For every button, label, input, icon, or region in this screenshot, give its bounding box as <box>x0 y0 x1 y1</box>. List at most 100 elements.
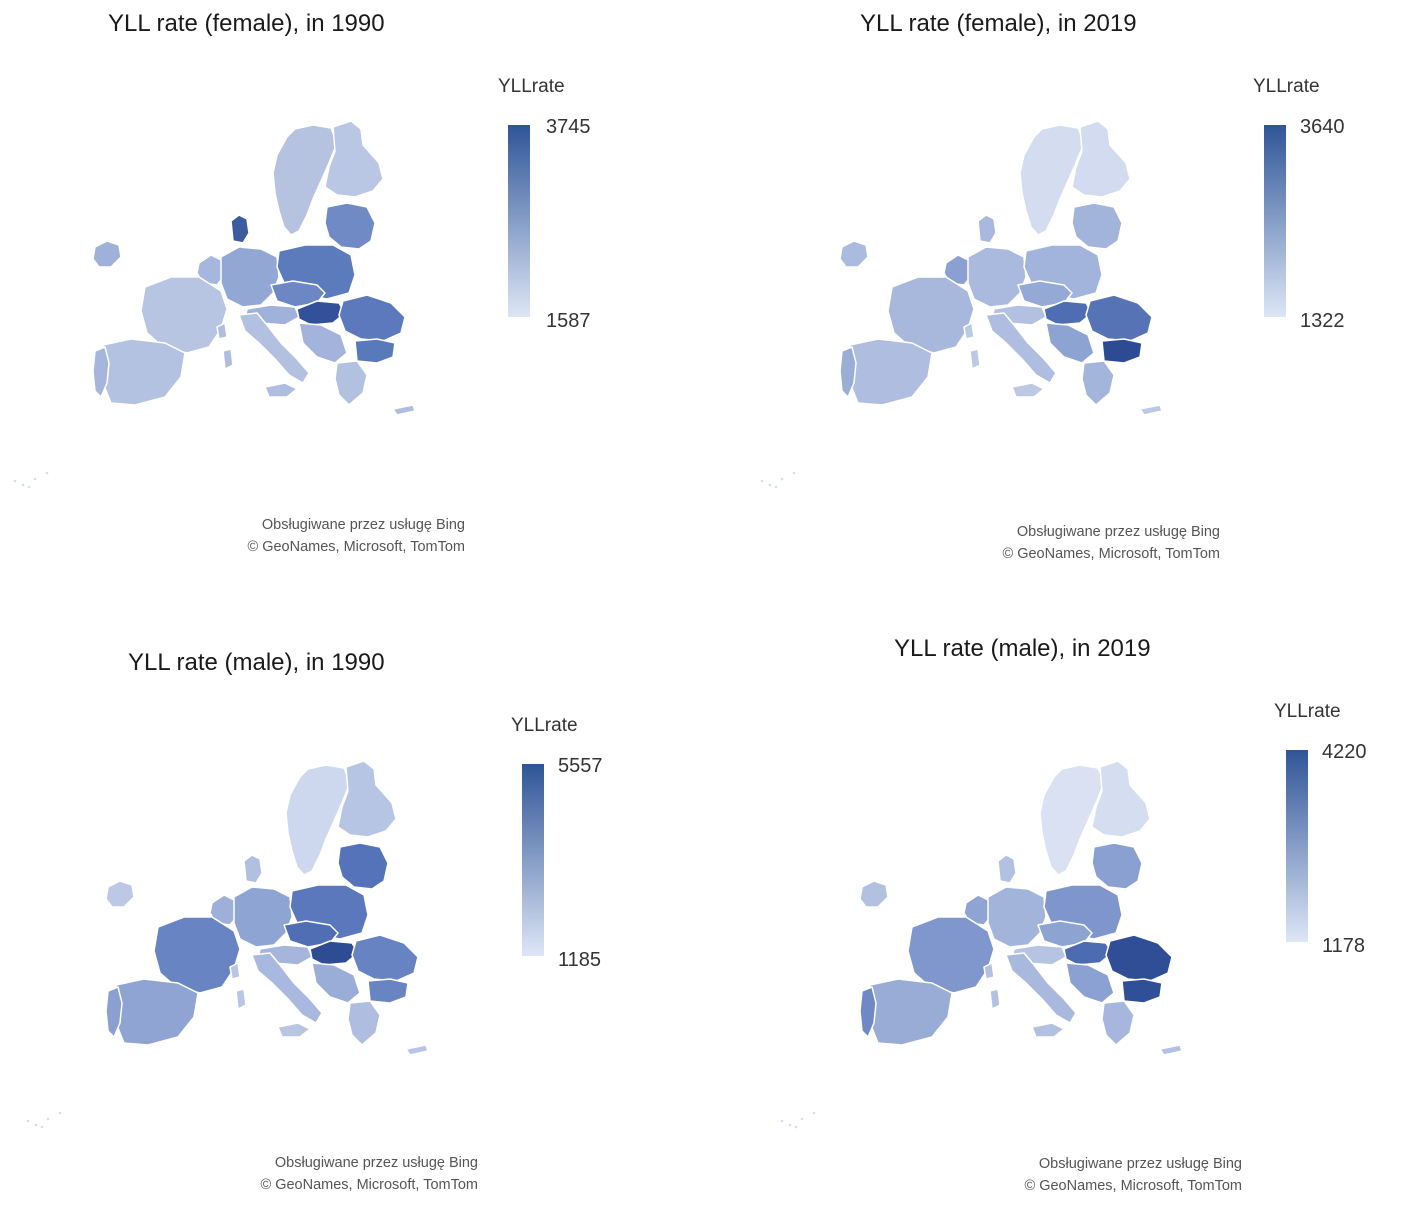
region-portugal[interactable] <box>859 986 877 1038</box>
region-balkans[interactable] <box>298 322 348 364</box>
territory-speck <box>40 1125 44 1129</box>
attribution-copyright[interactable]: © GeoNames, Microsoft, TomTom <box>1002 546 1221 562</box>
territory-speck <box>800 1117 804 1121</box>
region-ireland[interactable] <box>859 880 889 908</box>
choropleth-map[interactable] <box>0 0 702 613</box>
choropleth-map[interactable] <box>702 613 1404 1226</box>
region-north[interactable] <box>1039 764 1105 876</box>
region-ireland[interactable] <box>105 880 135 908</box>
region-balkans[interactable] <box>311 962 361 1004</box>
region-baltic[interactable] <box>1071 202 1123 250</box>
choropleth-map[interactable] <box>0 613 702 1226</box>
map-panel-female-1990: YLL rate (female), in 1990 YLLrate 3745 … <box>0 0 702 613</box>
region-finland[interactable] <box>1091 760 1151 838</box>
region-bulgaria[interactable] <box>354 338 396 364</box>
region-italy[interactable] <box>238 312 310 384</box>
map-attribution: Obsługiwane przez usługę Bing © GeoNames… <box>175 514 466 558</box>
territory-speck <box>768 483 772 487</box>
region-czech[interactable] <box>1037 920 1093 948</box>
region-greece[interactable] <box>1101 1000 1135 1046</box>
region-balkans[interactable] <box>1045 322 1095 364</box>
territory-speck <box>788 1123 792 1127</box>
region-iberia[interactable] <box>849 338 933 406</box>
region-ireland[interactable] <box>92 240 122 268</box>
region-north[interactable] <box>1019 124 1085 236</box>
region-portugal[interactable] <box>839 346 857 398</box>
region-iberia[interactable] <box>102 338 186 406</box>
map-attribution: Obsługiwane przez usługę Bing © GeoNames… <box>952 1153 1243 1197</box>
region-denmark[interactable] <box>977 214 997 244</box>
region-baltic[interactable] <box>1091 842 1143 890</box>
region-denmark[interactable] <box>997 854 1017 884</box>
region-hungary[interactable] <box>309 940 359 966</box>
region-finland[interactable] <box>337 760 397 838</box>
region-islands[interactable] <box>963 322 1163 416</box>
region-romania[interactable] <box>1085 294 1153 342</box>
territory-speck <box>58 1111 62 1115</box>
region-germany[interactable] <box>233 886 293 948</box>
region-greece[interactable] <box>1081 360 1115 406</box>
attribution-provider: Obsługiwane przez usługę Bing <box>261 517 465 533</box>
attribution-copyright[interactable]: © GeoNames, Microsoft, TomTom <box>1024 1178 1243 1194</box>
region-germany[interactable] <box>987 886 1047 948</box>
attribution-copyright[interactable]: © GeoNames, Microsoft, TomTom <box>247 539 466 555</box>
territory-speck <box>792 471 796 475</box>
region-italy[interactable] <box>985 312 1057 384</box>
map-title: YLL rate (male), in 2019 <box>894 635 1151 662</box>
region-italy[interactable] <box>251 952 323 1024</box>
territory-speck <box>812 1111 816 1115</box>
region-romania[interactable] <box>1105 934 1173 982</box>
region-greece[interactable] <box>334 360 368 406</box>
region-ireland[interactable] <box>839 240 869 268</box>
region-france[interactable] <box>907 916 995 994</box>
region-baltic[interactable] <box>324 202 376 250</box>
legend-title: YLLrate <box>1253 76 1320 97</box>
region-italy[interactable] <box>1005 952 1077 1024</box>
region-romania[interactable] <box>351 934 419 982</box>
region-france[interactable] <box>887 276 975 354</box>
region-greece[interactable] <box>347 1000 381 1046</box>
region-islands[interactable] <box>983 962 1183 1056</box>
region-denmark[interactable] <box>243 854 263 884</box>
region-germany[interactable] <box>220 246 280 308</box>
region-bulgaria[interactable] <box>1121 978 1163 1004</box>
region-portugal[interactable] <box>92 346 110 398</box>
region-czech[interactable] <box>283 920 339 948</box>
region-iberia[interactable] <box>869 978 953 1046</box>
territory-speck <box>26 1119 30 1123</box>
choropleth-map[interactable] <box>702 0 1404 613</box>
region-bulgaria[interactable] <box>1101 338 1143 364</box>
territory-speck <box>780 477 784 481</box>
region-germany[interactable] <box>967 246 1027 308</box>
map-title: YLL rate (female), in 2019 <box>860 10 1137 37</box>
region-baltic[interactable] <box>337 842 389 890</box>
map-title: YLL rate (male), in 1990 <box>128 649 385 676</box>
territory-speck <box>45 471 49 475</box>
legend-min-value: 1322 <box>1300 310 1345 332</box>
legend-title: YLLrate <box>511 715 578 736</box>
region-czech[interactable] <box>1017 280 1073 308</box>
region-czech[interactable] <box>270 280 326 308</box>
region-bulgaria[interactable] <box>367 978 409 1004</box>
legend-min-value: 1587 <box>546 310 591 332</box>
region-finland[interactable] <box>324 120 384 198</box>
region-portugal[interactable] <box>105 986 123 1038</box>
region-balkans[interactable] <box>1065 962 1115 1004</box>
region-romania[interactable] <box>338 294 406 342</box>
region-hungary[interactable] <box>1043 300 1093 326</box>
region-denmark[interactable] <box>230 214 250 244</box>
region-north[interactable] <box>272 124 338 236</box>
attribution-copyright[interactable]: © GeoNames, Microsoft, TomTom <box>260 1177 479 1193</box>
legend-min-value: 1185 <box>558 949 602 971</box>
region-hungary[interactable] <box>296 300 346 326</box>
region-islands[interactable] <box>229 962 429 1056</box>
map-panel-female-2019: YLL rate (female), in 2019 YLLrate 3640 … <box>702 0 1404 613</box>
region-north[interactable] <box>285 764 351 876</box>
region-hungary[interactable] <box>1063 940 1113 966</box>
region-finland[interactable] <box>1071 120 1131 198</box>
legend-max-value: 4220 <box>1322 741 1367 763</box>
region-france[interactable] <box>140 276 228 354</box>
region-islands[interactable] <box>216 322 416 416</box>
region-france[interactable] <box>153 916 241 994</box>
region-iberia[interactable] <box>115 978 199 1046</box>
